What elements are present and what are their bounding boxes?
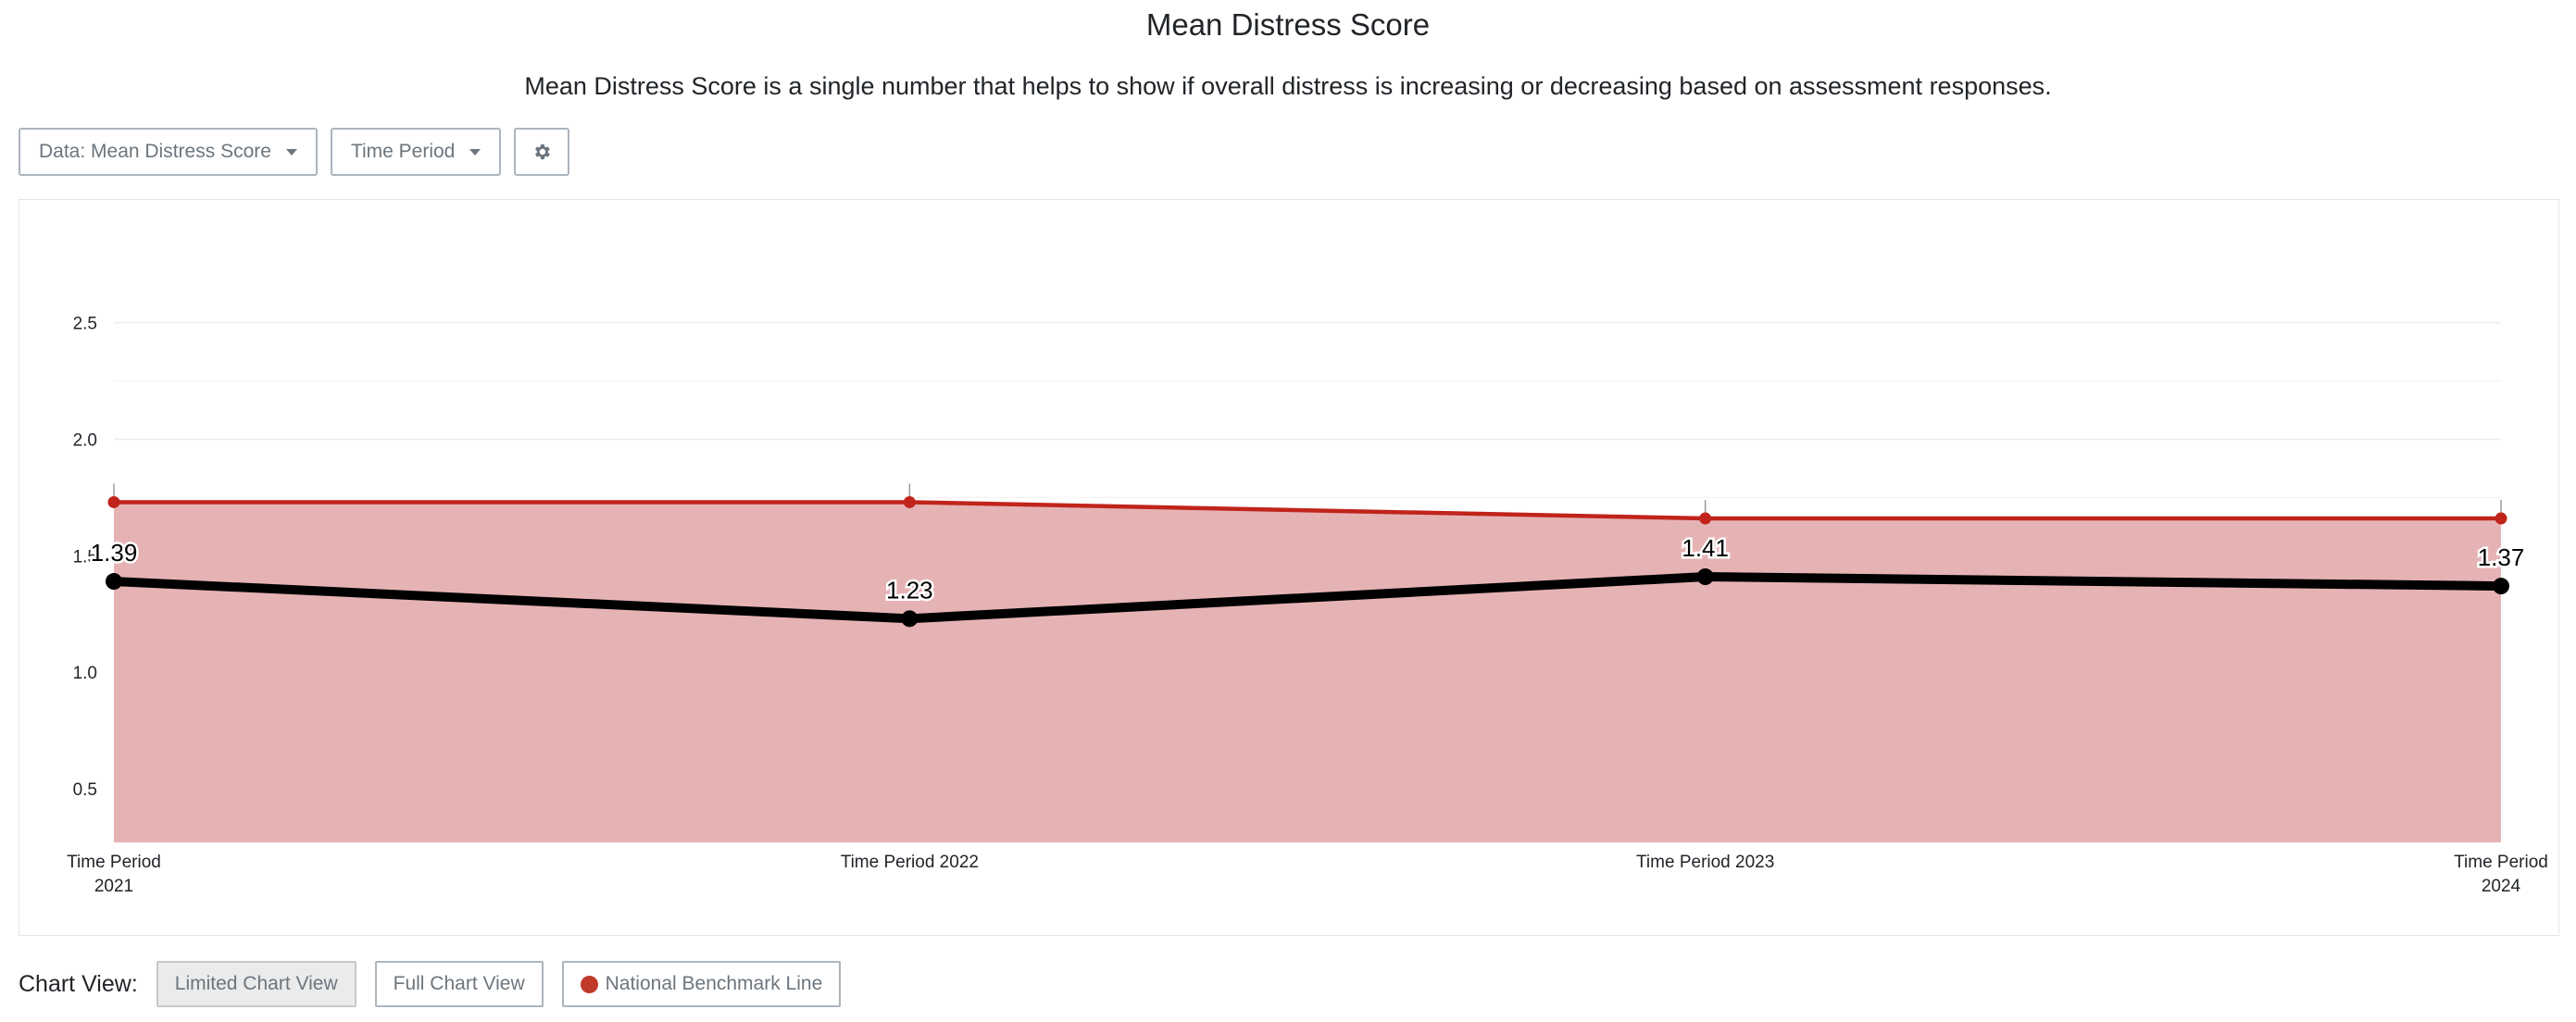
y-tick-label: 1.0 (73, 664, 97, 683)
benchmark-area (113, 483, 2502, 842)
x-axis-ticks: Time Period 2021 Time Period 2022 Time Peri… (67, 853, 2548, 896)
data-label: 1.39 (91, 539, 138, 567)
data-labels: 1.39 1.23 1.41 1.37 (88, 532, 2527, 606)
benchmark-point (903, 495, 916, 508)
time-period-dropdown-button[interactable]: Time Period (330, 128, 502, 176)
y-tick-label: 2.5 (73, 315, 97, 334)
y-tick-label: 1.5 (73, 547, 97, 567)
benchmark-dot-icon (580, 975, 598, 993)
caret-down-icon (285, 148, 297, 156)
x-tick-label: 2021 (94, 877, 133, 896)
limited-chart-view-label: Limited Chart View (174, 973, 338, 994)
benchmark-area-fill (114, 502, 2501, 842)
mean-distress-point (2493, 578, 2509, 595)
benchmark-point (1699, 512, 1712, 525)
mean-distress-point (901, 610, 919, 628)
limited-chart-view-button[interactable]: Limited Chart View (156, 961, 356, 1007)
x-tick-label: 2024 (2482, 877, 2521, 896)
data-dropdown-button[interactable]: Data: Mean Distress Score (19, 128, 318, 176)
data-dropdown-label: Data: Mean Distress Score (39, 141, 271, 162)
benchmark-line (114, 500, 2501, 521)
caret-down-icon (469, 148, 481, 156)
settings-button[interactable] (514, 128, 570, 176)
data-label: 1.23 (886, 576, 933, 604)
chart-toolbar: Data: Mean Distress Score Time Period (19, 128, 570, 176)
mean-distress-line (113, 572, 2502, 624)
chart-view-label: Chart View: (19, 970, 138, 997)
full-chart-view-label: Full Chart View (393, 973, 525, 994)
benchmark-point (2495, 512, 2507, 525)
series-lines (106, 495, 2509, 628)
x-tick-label: Time Period (2454, 853, 2548, 872)
chart-panel: 0.5 1.0 1.5 2.0 2.5 Time Period 2021 Time Peri… (19, 199, 2559, 936)
y-tick-label: 0.5 (73, 780, 97, 800)
x-tick-label: Time Period (67, 853, 161, 872)
y-tick-label: 2.0 (73, 430, 97, 450)
y-axis-ticks: 0.5 1.0 1.5 2.0 2.5 (73, 315, 97, 801)
time-period-dropdown-label: Time Period (350, 141, 456, 162)
gear-icon (535, 143, 551, 160)
benchmark-point (107, 495, 120, 508)
national-benchmark-label: National Benchmark Line (605, 973, 823, 994)
page-title: Mean Distress Score (1145, 7, 1431, 42)
mean-distress-point (1696, 568, 1714, 585)
mean-distress-point (106, 573, 122, 591)
data-label: 1.37 (2478, 543, 2525, 571)
x-tick-label: Time Period 2023 (1636, 853, 1774, 872)
x-tick-label: Time Period 2022 (841, 853, 979, 872)
national-benchmark-toggle[interactable]: National Benchmark Line (561, 961, 842, 1007)
full-chart-view-button[interactable]: Full Chart View (374, 961, 544, 1007)
chart-view-footer: Chart View: Limited Chart View Full Char… (19, 961, 842, 1007)
chart-description: Mean Distress Score is a single number t… (524, 72, 2052, 100)
data-label: 1.41 (1682, 534, 1729, 562)
